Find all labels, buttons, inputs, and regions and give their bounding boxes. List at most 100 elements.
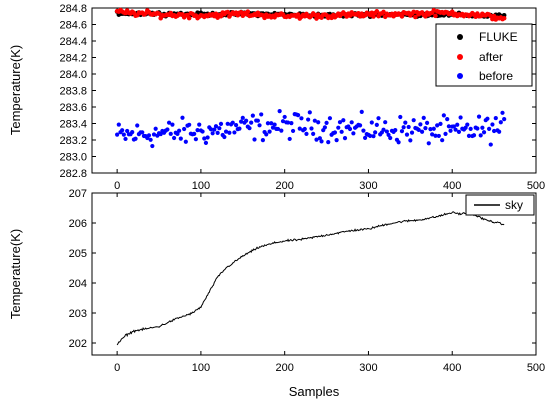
point-before-68: [172, 135, 177, 141]
legend-label-sky: sky: [505, 198, 523, 212]
point-before-434: [478, 133, 483, 138]
point-before-2: [116, 122, 121, 127]
point-before-398: [448, 128, 453, 133]
legend-marker-after: [457, 54, 463, 60]
point-before-376: [430, 132, 435, 137]
point-before-278: [347, 126, 353, 132]
point-before-436: [480, 125, 485, 130]
point-before-236: [312, 118, 317, 123]
point-before-422: [468, 126, 473, 131]
bottom-x-tick-label-5: 500: [527, 362, 545, 374]
point-before-44: [151, 132, 157, 137]
point-after-354: [411, 9, 416, 15]
bottom-x-tick-label-0: 0: [114, 362, 120, 374]
point-before-134: [227, 130, 232, 135]
point-before-446: [488, 142, 493, 147]
point-before-210: [290, 128, 296, 134]
point-before-188: [272, 122, 277, 127]
top-y-tick-label-4: 283.6: [59, 102, 87, 114]
point-after-124: [218, 13, 224, 19]
point-before-252: [326, 140, 331, 145]
point-before-458: [498, 120, 503, 125]
point-before-62: [166, 120, 172, 125]
legend-marker-fluke: [457, 34, 463, 40]
point-before-362: [418, 122, 423, 127]
x-axis-title: Samples: [289, 384, 340, 399]
point-before-114: [210, 131, 215, 136]
point-before-448: [490, 122, 495, 127]
point-before-206: [287, 136, 292, 142]
point-before-158: [247, 126, 252, 131]
point-before-340: [399, 129, 405, 134]
point-before-254: [327, 116, 333, 121]
point-before-294: [361, 128, 366, 133]
point-before-396: [446, 124, 451, 129]
point-before-160: [249, 120, 254, 125]
top-x-ticks: 0 100 200 300 400 500: [114, 8, 545, 192]
top-y-tick-label-1: 283.0: [59, 152, 87, 164]
top-x-tick-label-5: 500: [527, 180, 545, 192]
point-after-236: [312, 12, 318, 18]
point-before-74: [177, 128, 182, 133]
point-before-164: [252, 137, 257, 142]
top-y-tick-label-0: 282.8: [59, 168, 87, 180]
point-before-360: [416, 127, 421, 132]
point-before-120: [215, 130, 220, 135]
point-before-302: [368, 133, 373, 138]
point-before-40: [148, 137, 153, 142]
point-after-368: [423, 14, 428, 19]
point-before-304: [369, 120, 374, 125]
point-before-442: [485, 116, 490, 121]
point-before-388: [440, 138, 445, 143]
top-y-tick-label-5: 283.8: [59, 86, 87, 98]
top-y-tick-label-7: 284.2: [59, 53, 87, 65]
point-after-156: [245, 9, 251, 14]
legend-marker-before: [457, 73, 463, 79]
point-before-150: [240, 115, 245, 120]
point-after-306: [371, 14, 376, 19]
point-before-118: [213, 124, 219, 129]
point-before-260: [332, 130, 338, 135]
point-before-82: [183, 139, 188, 144]
top-y-tick-label-10: 284.8: [59, 3, 87, 15]
point-after-310: [374, 9, 380, 14]
point-before-128: [222, 134, 227, 140]
point-before-452: [493, 115, 498, 121]
point-before-368: [423, 126, 428, 131]
point-after-356: [413, 14, 418, 20]
bottom-legend: sky: [465, 194, 535, 216]
point-before-290: [357, 123, 363, 128]
point-before-200: [282, 114, 287, 120]
top-y-tick-label-3: 283.4: [59, 119, 87, 131]
point-before-216: [295, 113, 301, 118]
point-before-370: [424, 120, 430, 126]
point-before-296: [363, 135, 368, 140]
point-before-64: [168, 131, 173, 136]
top-y-tick-label-8: 284.4: [59, 36, 87, 48]
bottom-y-ticks: 202 203 204 205 206 207: [69, 188, 536, 350]
point-before-8: [121, 132, 126, 137]
bottom-x-tick-label-1: 100: [192, 362, 210, 374]
point-before-392: [443, 131, 448, 136]
point-before-92: [192, 131, 197, 136]
point-before-86: [187, 122, 192, 127]
point-before-336: [396, 140, 401, 145]
point-before-142: [233, 123, 239, 128]
point-before-384: [436, 133, 441, 139]
point-before-418: [465, 122, 470, 127]
point-after-86: [186, 15, 192, 21]
point-before-410: [458, 115, 463, 120]
point-before-354: [411, 118, 416, 123]
point-before-46: [153, 126, 158, 131]
point-before-94: [193, 137, 198, 142]
point-before-456: [497, 129, 502, 134]
top-y-ticks: 282.8 283.0 283.2 283.4 283.6 283.8 284.0 284.2…: [59, 3, 536, 180]
point-before-208: [289, 121, 294, 126]
point-before-332: [393, 128, 398, 133]
point-before-460: [500, 110, 505, 115]
point-before-408: [456, 129, 462, 134]
point-before-416: [463, 125, 468, 130]
point-before-238: [314, 137, 319, 142]
point-before-386: [438, 121, 443, 126]
legend-label-fluke: FLUKE: [479, 30, 518, 44]
